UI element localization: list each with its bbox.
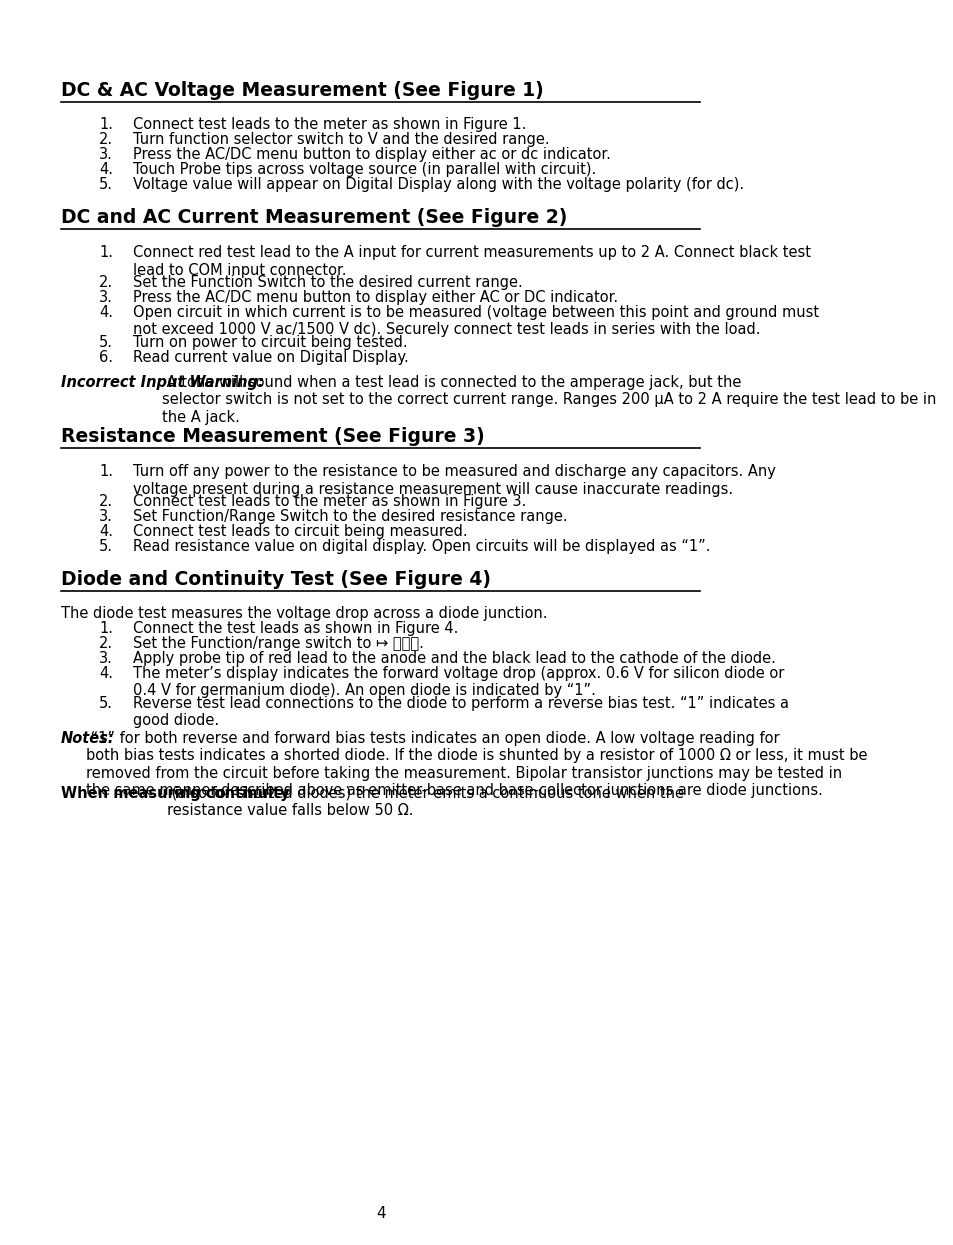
Text: Turn function selector switch to V and the desired range.: Turn function selector switch to V and t…	[133, 132, 549, 147]
Text: Incorrect Input Warning:: Incorrect Input Warning:	[61, 375, 264, 390]
Text: 1.: 1.	[99, 621, 112, 636]
Text: Notes:: Notes:	[61, 731, 114, 746]
Text: Touch Probe tips across voltage source (in parallel with circuit).: Touch Probe tips across voltage source (…	[133, 162, 596, 177]
Text: DC and AC Current Measurement (See Figure 2): DC and AC Current Measurement (See Figur…	[61, 208, 567, 227]
Text: 5.: 5.	[99, 696, 112, 711]
Text: 4.: 4.	[99, 524, 112, 539]
Text: 5.: 5.	[99, 539, 112, 554]
Text: Reverse test lead connections to the diode to perform a reverse bias test. “1” i: Reverse test lead connections to the dio…	[133, 696, 788, 728]
Text: Turn on power to circuit being tested.: Turn on power to circuit being tested.	[133, 335, 408, 350]
Text: Connect the test leads as shown in Figure 4.: Connect the test leads as shown in Figur…	[133, 621, 458, 636]
Text: 1.: 1.	[99, 464, 112, 479]
Text: 4.: 4.	[99, 305, 112, 320]
Text: Open circuit in which current is to be measured (voltage between this point and : Open circuit in which current is to be m…	[133, 305, 819, 337]
Text: 3.: 3.	[99, 290, 112, 305]
Text: 2.: 2.	[99, 275, 113, 290]
Text: Voltage value will appear on Digital Display along with the voltage polarity (fo: Voltage value will appear on Digital Dis…	[133, 177, 743, 192]
Text: Diode and Continuity Test (See Figure 4): Diode and Continuity Test (See Figure 4)	[61, 570, 491, 589]
Text: Connect test leads to the meter as shown in Figure 3.: Connect test leads to the meter as shown…	[133, 494, 526, 509]
Text: Press the AC/DC menu button to display either ac or dc indicator.: Press the AC/DC menu button to display e…	[133, 147, 611, 162]
Text: A tone will sound when a test lead is connected to the amperage jack, but the
se: A tone will sound when a test lead is co…	[162, 375, 936, 425]
Text: Connect test leads to circuit being measured.: Connect test leads to circuit being meas…	[133, 524, 467, 539]
Text: Apply probe tip of red lead to the anode and the black lead to the cathode of th: Apply probe tip of red lead to the anode…	[133, 651, 776, 666]
Text: 2.: 2.	[99, 636, 113, 651]
Text: 3.: 3.	[99, 147, 112, 162]
Text: 3.: 3.	[99, 651, 112, 666]
Text: 1.: 1.	[99, 117, 112, 132]
Text: When measuring continuity: When measuring continuity	[61, 786, 289, 801]
Text: Read current value on Digital Display.: Read current value on Digital Display.	[133, 350, 409, 365]
Text: 2.: 2.	[99, 494, 113, 509]
Text: 4.: 4.	[99, 666, 112, 681]
Text: Set Function/Range Switch to the desired resistance range.: Set Function/Range Switch to the desired…	[133, 509, 567, 524]
Text: Press the AC/DC menu button to display either AC or DC indicator.: Press the AC/DC menu button to display e…	[133, 290, 618, 305]
Text: Connect test leads to the meter as shown in Figure 1.: Connect test leads to the meter as shown…	[133, 117, 526, 132]
Text: Connect red test lead to the A input for current measurements up to 2 A. Connect: Connect red test lead to the A input for…	[133, 245, 810, 278]
Text: Resistance Measurement (See Figure 3): Resistance Measurement (See Figure 3)	[61, 427, 484, 446]
Text: Turn off any power to the resistance to be measured and discharge any capacitors: Turn off any power to the resistance to …	[133, 464, 776, 497]
Text: 3.: 3.	[99, 509, 112, 524]
Text: Set the Function Switch to the desired current range.: Set the Function Switch to the desired c…	[133, 275, 522, 290]
Text: 4: 4	[375, 1206, 385, 1221]
Text: (also for shorted diodes) the meter emits a continuous tone when the
resistance : (also for shorted diodes) the meter emit…	[167, 786, 683, 818]
Text: “1” for both reverse and forward bias tests indicates an open diode. A low volta: “1” for both reverse and forward bias te…	[86, 731, 867, 798]
Text: 5.: 5.	[99, 177, 112, 192]
Text: 2.: 2.	[99, 132, 113, 147]
Text: 6.: 6.	[99, 350, 112, 365]
Text: The meter’s display indicates the forward voltage drop (approx. 0.6 V for silico: The meter’s display indicates the forwar…	[133, 666, 783, 698]
Text: 1.: 1.	[99, 245, 112, 260]
Text: The diode test measures the voltage drop across a diode junction.: The diode test measures the voltage drop…	[61, 606, 547, 621]
Text: DC & AC Voltage Measurement (See Figure 1): DC & AC Voltage Measurement (See Figure …	[61, 81, 543, 100]
Text: 5.: 5.	[99, 335, 112, 350]
Text: Set the Function/range switch to ↦ ⧖⧖⧖.: Set the Function/range switch to ↦ ⧖⧖⧖.	[133, 636, 424, 651]
Text: 4.: 4.	[99, 162, 112, 177]
Text: Read resistance value on digital display. Open circuits will be displayed as “1”: Read resistance value on digital display…	[133, 539, 710, 554]
